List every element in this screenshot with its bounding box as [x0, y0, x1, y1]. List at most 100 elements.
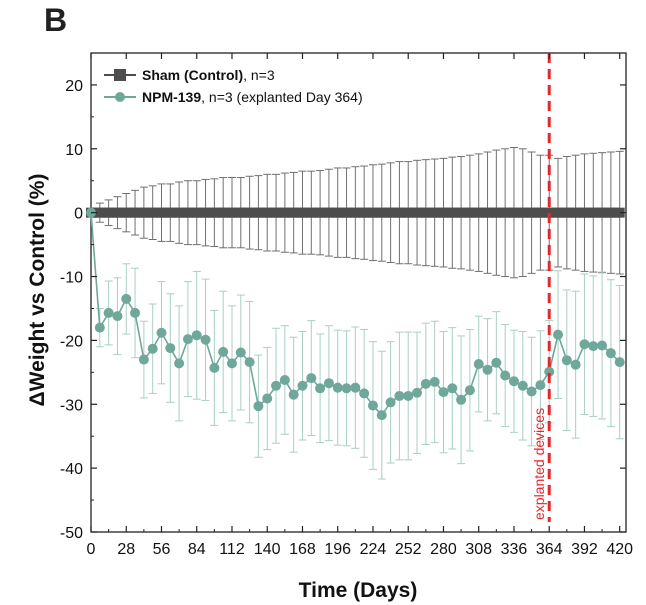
- sham-point: [359, 207, 370, 218]
- npm139-point: [526, 386, 537, 397]
- sham-point: [332, 207, 343, 218]
- npm139-point: [570, 359, 581, 370]
- npm139-point: [174, 358, 185, 369]
- sham-point: [429, 207, 440, 218]
- sham-point: [218, 207, 229, 218]
- npm139-point: [297, 380, 308, 391]
- sham-point: [350, 207, 361, 218]
- data-markers: [86, 207, 625, 421]
- sham-point: [464, 207, 475, 218]
- sham-point: [191, 207, 202, 218]
- sham-point: [553, 207, 564, 218]
- sham-point: [315, 207, 326, 218]
- npm139-point: [535, 380, 546, 391]
- sham-point: [156, 207, 167, 218]
- sham-point: [147, 207, 158, 218]
- sham-point: [508, 207, 519, 218]
- npm139-point: [385, 397, 396, 408]
- sham-point: [597, 207, 608, 218]
- legend-label-rest: , n=3 (explanted Day 364): [201, 89, 363, 105]
- npm139-point: [253, 401, 264, 412]
- npm139-point: [605, 348, 616, 359]
- sham-point: [235, 207, 246, 218]
- npm139-point: [482, 364, 493, 375]
- npm139-point: [544, 366, 555, 377]
- legend-label: NPM-139, n=3 (explanted Day 364): [142, 89, 363, 105]
- npm139-point: [200, 334, 211, 345]
- sham-point: [500, 207, 511, 218]
- npm139-point: [121, 293, 132, 304]
- npm139-point: [103, 307, 114, 318]
- y-tick-label: -40: [60, 461, 83, 478]
- npm139-point: [403, 390, 414, 401]
- plot-border: [90, 52, 627, 533]
- npm139-point: [130, 307, 141, 318]
- panel-label: B: [44, 2, 68, 38]
- npm139-point: [508, 376, 519, 387]
- x-tick-label: 28: [117, 541, 135, 558]
- npm139-point: [553, 329, 564, 340]
- npm139-point: [191, 330, 202, 341]
- sham-point: [588, 207, 599, 218]
- npm139-point: [332, 382, 343, 393]
- npm139-point: [367, 400, 378, 411]
- npm139-point: [288, 389, 299, 400]
- legend-label: Sham (Control), n=3: [142, 67, 275, 83]
- npm139-point: [456, 394, 467, 405]
- npm139-point: [306, 373, 317, 384]
- sham-point: [482, 207, 493, 218]
- npm139-point: [614, 357, 625, 368]
- x-tick-label: 392: [571, 541, 598, 558]
- npm139-point: [447, 383, 458, 394]
- x-axis-title: Time (Days): [299, 579, 418, 602]
- sham-point: [103, 207, 114, 218]
- npm139-point: [279, 374, 290, 385]
- sham-point: [112, 207, 123, 218]
- legend-marker: [114, 69, 126, 81]
- sham-point: [226, 207, 237, 218]
- annotation-group: explanted devices: [531, 53, 551, 522]
- sham-point: [438, 207, 449, 218]
- npm139-point: [112, 311, 123, 322]
- x-tick-label: 364: [536, 541, 563, 558]
- plot-frame: [90, 52, 627, 533]
- legend-label-rest: , n=3: [243, 67, 275, 83]
- y-tick-label: -10: [60, 270, 83, 287]
- npm139-point: [262, 393, 273, 404]
- sham-point: [394, 207, 405, 218]
- legend: Sham (Control), n=3 NPM-139, n=3 (explant…: [104, 67, 363, 105]
- npm139-point: [394, 390, 405, 401]
- x-tick-label: 420: [606, 541, 633, 558]
- npm139-point: [420, 378, 431, 389]
- x-tick-label: 140: [254, 541, 281, 558]
- npm139-point: [464, 385, 475, 396]
- npm139-point: [165, 343, 176, 354]
- sham-point: [614, 207, 625, 218]
- sham-point: [253, 207, 264, 218]
- npm139-point: [473, 359, 484, 370]
- sham-point: [535, 207, 546, 218]
- sham-point: [367, 207, 378, 218]
- sham-point: [288, 207, 299, 218]
- sham-point: [544, 207, 555, 218]
- legend-label-bold: NPM-139: [142, 89, 201, 105]
- x-tick-label: 196: [324, 541, 351, 558]
- npm139-point: [588, 341, 599, 352]
- npm139-point: [597, 340, 608, 351]
- npm139-point: [517, 380, 528, 391]
- npm139-point: [94, 322, 105, 333]
- axes: 0 28 56 84 112 140 168 196 224 252 280 308 336 364 392…: [60, 53, 633, 558]
- sham-point: [165, 207, 176, 218]
- x-tick-label: 112: [219, 541, 245, 558]
- npm139-point: [235, 347, 246, 358]
- y-axis-title: ΔWeight vs Control (%): [26, 174, 49, 407]
- npm139-point: [271, 380, 282, 391]
- x-tick-label: 308: [465, 541, 492, 558]
- npm139-point: [147, 343, 158, 354]
- x-tick-label: 336: [501, 541, 528, 558]
- npm139-point: [138, 354, 149, 365]
- x-tick-label: 252: [395, 541, 422, 558]
- x-tick-label: 84: [188, 541, 206, 558]
- sham-point: [605, 207, 616, 218]
